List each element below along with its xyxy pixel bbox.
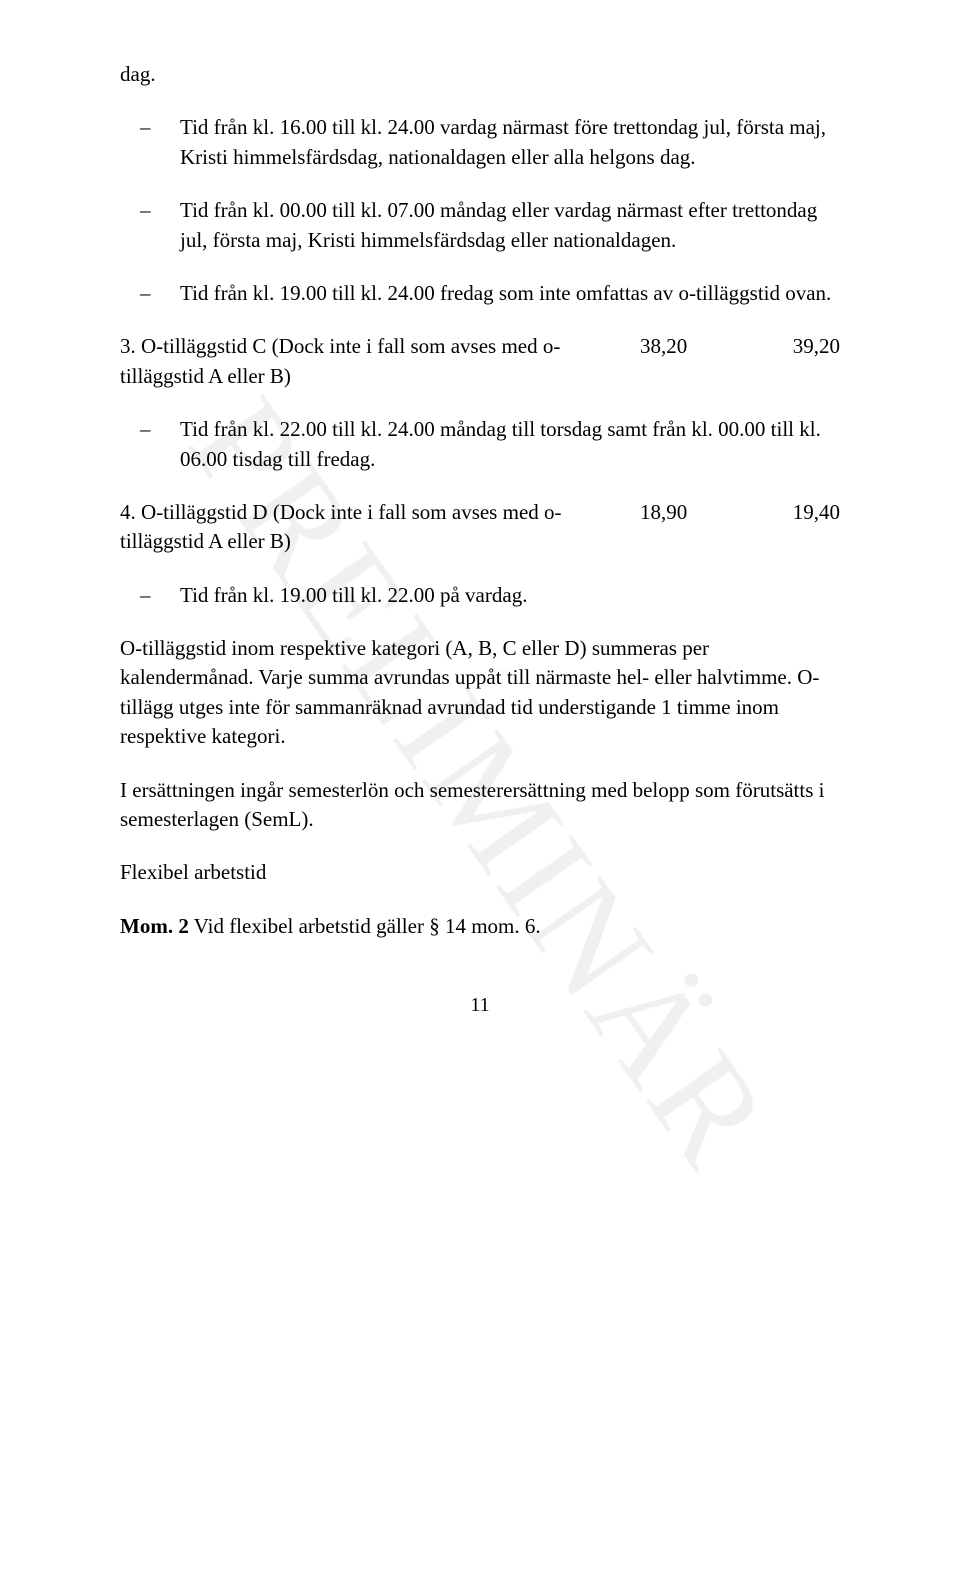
page: PRELIMINÄR dag. – Tid från kl. 16.00 til… [0,0,960,1582]
paragraph-ersattning: I ersättningen ingår semesterlön och sem… [120,776,840,835]
dash-icon: – [120,415,180,474]
list-item-text: Tid från kl. 19.00 till kl. 22.00 på var… [180,581,840,610]
dash-icon: – [120,113,180,172]
list-item-text: Tid från kl. 22.00 till kl. 24.00 måndag… [180,415,840,474]
item-4-value-1: 18,90 [640,498,750,557]
list-item-text: Tid från kl. 19.00 till kl. 24.00 fredag… [180,279,840,308]
bullet-list-3: – Tid från kl. 19.00 till kl. 22.00 på v… [120,581,840,610]
bullet-list-1: – Tid från kl. 16.00 till kl. 24.00 vard… [120,113,840,308]
dash-icon: – [120,581,180,610]
flexibel-heading: Flexibel arbetstid [120,858,840,887]
list-item: – Tid från kl. 19.00 till kl. 24.00 fred… [120,279,840,308]
document-body: dag. – Tid från kl. 16.00 till kl. 24.00… [120,60,840,1019]
item-3-label: 3. O-tilläggstid C (Dock inte i fall som… [120,332,640,391]
bullet-list-2: – Tid från kl. 22.00 till kl. 24.00 månd… [120,415,840,474]
list-item: – Tid från kl. 19.00 till kl. 22.00 på v… [120,581,840,610]
list-item: – Tid från kl. 22.00 till kl. 24.00 månd… [120,415,840,474]
list-item: – Tid från kl. 16.00 till kl. 24.00 vard… [120,113,840,172]
item-3-value-1: 38,20 [640,332,750,391]
page-number: 11 [120,991,840,1019]
dash-icon: – [120,196,180,255]
list-item: – Tid från kl. 00.00 till kl. 07.00 månd… [120,196,840,255]
paragraph-summary: O-tilläggstid inom respektive kategori (… [120,634,840,752]
item-3-value-2: 39,20 [750,332,840,391]
item-3-row: 3. O-tilläggstid C (Dock inte i fall som… [120,332,840,391]
list-item-text: Tid från kl. 00.00 till kl. 07.00 måndag… [180,196,840,255]
dash-icon: – [120,279,180,308]
item-4-value-2: 19,40 [750,498,840,557]
paragraph-dag: dag. [120,60,840,89]
mom-label: Mom. 2 [120,914,189,938]
item-4-label: 4. O-tilläggstid D (Dock inte i fall som… [120,498,640,557]
list-item-text: Tid från kl. 16.00 till kl. 24.00 vardag… [180,113,840,172]
paragraph-mom: Mom. 2 Vid flexibel arbetstid gäller § 1… [120,912,840,941]
mom-text: Vid flexibel arbetstid gäller § 14 mom. … [189,914,541,938]
item-4-row: 4. O-tilläggstid D (Dock inte i fall som… [120,498,840,557]
